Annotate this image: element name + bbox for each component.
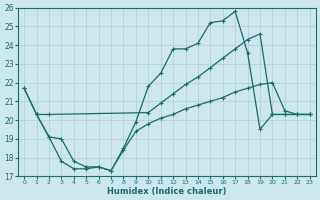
X-axis label: Humidex (Indice chaleur): Humidex (Indice chaleur): [107, 187, 227, 196]
